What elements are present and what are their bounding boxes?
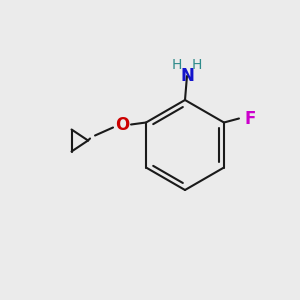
Text: H: H (192, 58, 202, 72)
Text: O: O (115, 116, 129, 134)
Text: H: H (172, 58, 182, 72)
Text: F: F (244, 110, 256, 128)
Text: N: N (180, 67, 194, 85)
